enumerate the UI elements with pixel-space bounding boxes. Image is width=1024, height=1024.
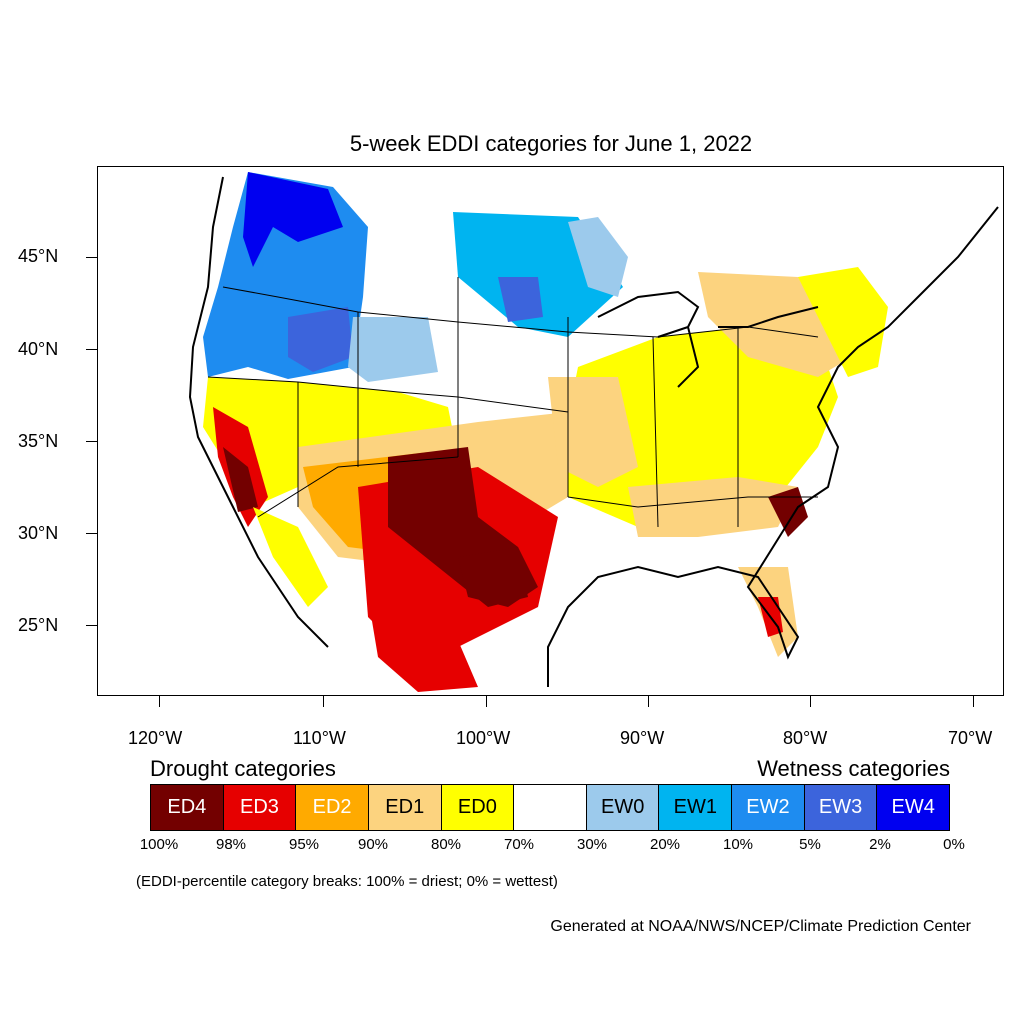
pct-label-10: 10%: [722, 836, 754, 853]
pct-label-2: 2%: [869, 836, 891, 853]
legend-cell-ew1: EW1: [659, 785, 733, 830]
pct-label-100: 100%: [139, 836, 179, 853]
pct-label-20: 20%: [649, 836, 681, 853]
region-carolina-ed4: [768, 487, 808, 537]
region-california-ed4: [223, 447, 258, 512]
region-midwest-ed1: [548, 377, 638, 487]
lon-label-120: 120°W: [128, 728, 183, 748]
region-mexico-ed3: [368, 597, 478, 692]
lon-tick-100: [486, 696, 487, 707]
pct-label-80: 80%: [430, 836, 462, 853]
pct-label-98: 98%: [215, 836, 247, 853]
lon-tick-70: [973, 696, 974, 707]
lat-label-25: 25°N: [18, 615, 59, 635]
lon-tick-120: [159, 696, 160, 707]
lon-label-80: 80°W: [783, 728, 828, 748]
map-frame: [97, 166, 1004, 696]
lon-label-70: 70°W: [948, 728, 993, 748]
legend-cell-ed2: ED2: [296, 785, 369, 830]
pct-label-90: 90%: [357, 836, 389, 853]
lat-label-45: 45°N: [18, 246, 59, 266]
boundary-layer: [188, 176, 999, 687]
wetness-categories-title: Wetness categories: [757, 756, 950, 781]
region-baja-ed0: [253, 507, 328, 607]
legend-cell-ed4: ED4: [151, 785, 224, 830]
credit-line: Generated at NOAA/NWS/NCEP/Climate Predi…: [550, 918, 971, 935]
pct-label-5: 5%: [799, 836, 821, 853]
category-fill-layer: [203, 172, 888, 692]
legend-cell-ew3: EW3: [804, 785, 878, 830]
legend-cell-ed0: ED0: [441, 785, 515, 830]
legend-cell-ed1: ED1: [368, 785, 442, 830]
category-breaks-note: (EDDI-percentile category breaks: 100% =…: [136, 873, 558, 890]
region-southwest-ed0: [203, 377, 458, 507]
lon-tick-110: [323, 696, 324, 707]
lon-label-110: 110°W: [293, 728, 346, 748]
lat-tick-40: [86, 349, 97, 350]
page-title: 5-week EDDI categories for June 1, 2022: [349, 131, 753, 156]
coastline-outline: [188, 176, 999, 687]
lon-label-100: 100°W: [456, 728, 511, 748]
region-plains-ew0: [568, 217, 628, 297]
legend-cell-ed3: ED3: [223, 785, 297, 830]
lat-tick-30: [86, 533, 97, 534]
region-texas-ed4: [458, 547, 538, 607]
pct-label-0: 0%: [943, 836, 965, 853]
lon-label-90: 90°W: [620, 728, 665, 748]
lat-tick-45: [86, 257, 97, 258]
legend-cell-ew4: EW4: [877, 785, 950, 830]
legend-cell-ew2: EW2: [732, 785, 805, 830]
eddi-map: [188, 172, 999, 692]
great-lakes-outline: [597, 290, 819, 388]
region-northwest-ew3: [288, 307, 353, 372]
pct-label-30: 30%: [576, 836, 608, 853]
lat-label-30: 30°N: [18, 523, 59, 543]
pct-label-70: 70%: [503, 836, 535, 853]
pct-label-95: 95%: [288, 836, 320, 853]
lon-tick-90: [648, 696, 649, 707]
lat-tick-25: [86, 625, 97, 626]
lat-tick-35: [86, 441, 97, 442]
category-legend: ED4 ED3 ED2 ED1 ED0 EW0 EW1 EW2 EW3 EW4: [150, 784, 950, 831]
lon-tick-80: [810, 696, 811, 707]
region-southeast-ed1: [628, 477, 798, 537]
region-midwest-ed0: [568, 327, 838, 527]
legend-cell-ew0: EW0: [586, 785, 660, 830]
lat-label-35: 35°N: [18, 431, 59, 451]
region-northwest-ew0: [348, 317, 438, 382]
drought-categories-title: Drought categories: [150, 756, 336, 781]
region-northwest-ew4: [243, 172, 343, 267]
region-northeast-ed0: [798, 267, 888, 377]
state-boundaries: [207, 277, 819, 528]
lat-label-40: 40°N: [18, 339, 59, 359]
region-plains-ew3: [498, 277, 543, 322]
legend-cell-normal: [514, 785, 587, 830]
